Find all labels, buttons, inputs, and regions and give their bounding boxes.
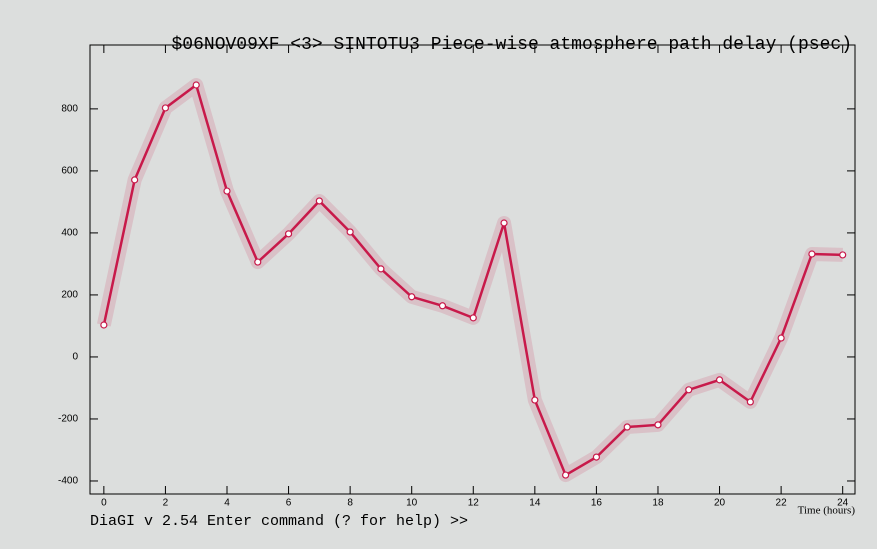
data-point (254, 258, 262, 266)
data-point (715, 376, 724, 384)
x-tick-label: 10 (406, 498, 418, 509)
x-tick-label: 14 (529, 498, 541, 509)
x-tick-label: 24 (837, 498, 849, 509)
data-point (654, 421, 662, 429)
x-tick-label: 22 (776, 498, 788, 509)
x-tick-label: 16 (591, 498, 603, 509)
data-point (500, 219, 508, 227)
data-point (592, 453, 601, 461)
data-point (685, 386, 693, 394)
y-tick-label: -400 (58, 476, 78, 487)
data-point (131, 176, 139, 184)
data-point (438, 302, 447, 310)
footer-prompt: DiaGI v 2.54 Enter command (? for help) … (90, 513, 468, 530)
x-tick-label: 8 (347, 498, 353, 509)
data-point (284, 230, 293, 238)
data-point (346, 228, 354, 236)
x-tick-label: 4 (224, 498, 230, 509)
data-point (777, 334, 785, 342)
x-tick-label: 2 (163, 498, 169, 509)
x-tick-label: 6 (286, 498, 292, 509)
x-tick-label: 20 (714, 498, 726, 509)
data-point (223, 187, 231, 195)
data-point (315, 197, 323, 205)
data-point (469, 314, 477, 322)
y-tick-label: 0 (72, 352, 78, 363)
y-tick-label: 200 (61, 290, 78, 301)
y-tick-label: 800 (61, 104, 78, 115)
plot-frame (89, 44, 856, 495)
x-tick-label: 0 (101, 498, 107, 509)
data-point (161, 104, 170, 112)
data-point (808, 250, 816, 258)
x-tick-label: 18 (652, 498, 664, 509)
data-point (839, 251, 847, 259)
data-point (408, 293, 416, 301)
x-tick-label: 12 (468, 498, 480, 509)
data-point (531, 396, 539, 404)
y-tick-label: 400 (61, 228, 78, 239)
y-tick-label: -200 (58, 414, 78, 425)
data-point (562, 471, 570, 479)
x-axis-label: Time (hours) (798, 505, 856, 517)
data-point (192, 81, 200, 89)
data-point (746, 398, 754, 406)
data-point (377, 265, 385, 273)
y-tick-label: 600 (61, 166, 78, 177)
chart-title: $06NOV09XF <3> SINTOTU3 Piece-wise atmos… (171, 35, 852, 55)
data-point (100, 321, 108, 329)
data-point (623, 423, 631, 431)
